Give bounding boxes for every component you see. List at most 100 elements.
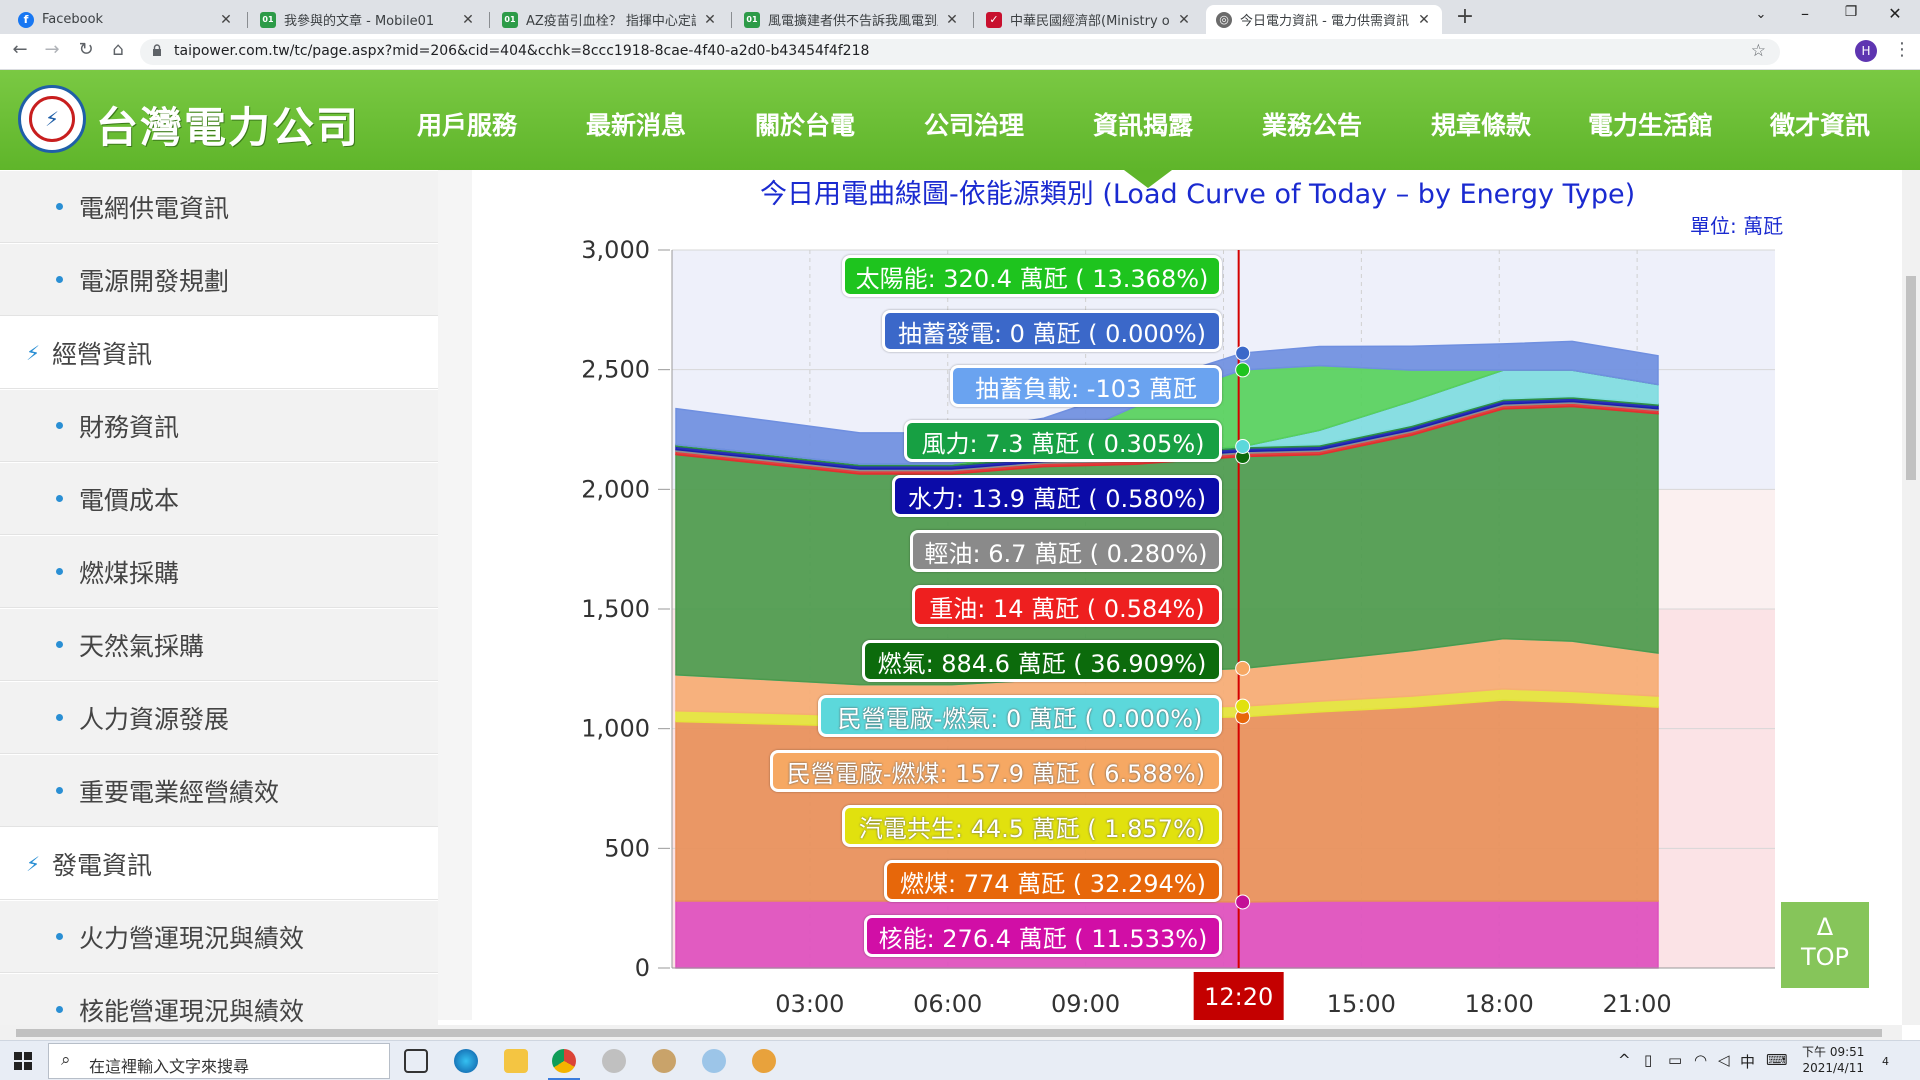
tooltip-label: 抽蓄負載: -103 萬瓩 [950,365,1222,407]
tab-mobile01-az[interactable]: 01 AZ疫苗引血栓？ 指揮中心定調 ✕ [492,5,728,34]
windows-taskbar: ⌕ 在這裡輸入文字來搜尋 ^ ▯ ▭ ◠ ◁ 中 ⌨ 下午 09:51 2021… [0,1040,1920,1080]
nav-customer-service[interactable]: 用戶服務 [417,111,518,140]
home-icon[interactable]: ⌂ [112,39,124,60]
url-omnibox[interactable]: taipower.com.tw/tc/page.aspx?mid=206&cid… [140,39,1780,65]
app-icon-3[interactable] [702,1049,726,1073]
scroll-thumb[interactable] [1906,276,1916,480]
horizontal-scrollbar[interactable] [0,1025,1902,1041]
nav-about[interactable]: 關於台電 [755,111,856,140]
back-to-top-button[interactable]: Δ TOP [1781,902,1869,988]
notification-icon[interactable]: 4 [1882,1051,1889,1069]
x-tick-label: 15:00 [1327,990,1396,1018]
search-icon: ⌕ [61,1050,71,1070]
bullet-icon [56,714,63,721]
sidebar-item[interactable]: 電源開發規劃 [0,244,438,316]
bookmark-star-icon[interactable]: ☆ [1750,41,1766,61]
new-tab-button[interactable]: + [1455,4,1475,29]
tab-search-icon[interactable]: ⌄ [1755,7,1767,22]
taskbar-search-input[interactable]: ⌕ 在這裡輸入文字來搜尋 [48,1043,390,1079]
nav-disclosure[interactable]: 資訊揭露 [1093,111,1194,140]
clock[interactable]: 下午 09:51 2021/4/11 [1802,1044,1864,1076]
tab-mobile01-wind[interactable]: 01 風電擴建者供不告訴我風電到底 ✕ [734,5,970,34]
sidebar-item[interactable]: 電價成本 [0,463,438,535]
app-icon-1[interactable] [602,1049,626,1073]
sidebar-item-label: 燃煤採購 [79,558,180,588]
minimize-button[interactable]: – [1801,4,1809,23]
active-menu-pointer [1124,170,1172,188]
close-icon[interactable]: ✕ [946,11,958,28]
nav-power-life[interactable]: 電力生活館 [1588,111,1714,140]
tray-app-icon[interactable]: ▯ [1644,1051,1653,1069]
sidebar-gutter [438,170,472,1020]
sidebar-section-header[interactable]: ⚡ 經營資訊 [0,317,438,389]
scroll-thumb[interactable] [16,1029,1882,1037]
tooltip-label: 民營電廠-燃煤: 157.9 萬瓩 ( 6.588%) [770,750,1222,792]
sidebar-item-label: 火力營運現況與績效 [79,923,305,953]
tray-overflow-icon[interactable]: ^ [1618,1051,1631,1069]
tooltip-label: 風力: 7.3 萬瓩 ( 0.305%) [904,420,1222,462]
search-placeholder: 在這裡輸入文字來搜尋 [89,1057,250,1076]
tooltip-label: 燃氣: 884.6 萬瓩 ( 36.909%) [862,640,1222,682]
load-curve-chart[interactable]: 0 500 1,000 1,500 2,000 2,500 3,000 03:00 06:00 0… [560,240,1790,1030]
volume-icon[interactable]: ◁ [1718,1051,1730,1069]
site-logo-text[interactable]: 台灣電力公司 [96,103,361,152]
tab-taipower-active[interactable]: ◎ 今日電力資訊 - 電力供需資訊 - 賀 ✕ [1206,5,1442,34]
wifi-icon[interactable]: ◠ [1694,1051,1708,1069]
forward-icon[interactable]: → [44,39,60,60]
sidebar-section-header[interactable]: ⚡ 發電資訊 [0,828,438,900]
sidebar-item[interactable]: 人力資源發展 [0,682,438,754]
menu-kebab-icon[interactable]: ⋮ [1893,39,1911,60]
ime-indicator[interactable]: 中 [1740,1053,1756,1071]
close-icon[interactable]: ✕ [220,11,232,28]
nav-announcements[interactable]: 業務公告 [1262,111,1363,140]
back-icon[interactable]: ← [12,39,28,60]
vertical-scrollbar[interactable] [1902,170,1920,1025]
sidebar-item[interactable]: 火力營運現況與績效 [0,901,438,973]
tab-mobile01-articles[interactable]: 01 我參與的文章 - Mobile01 ✕ [250,5,486,34]
y-tick-label: 3,000 [581,240,650,264]
chrome-icon[interactable] [552,1049,576,1073]
task-view-icon[interactable] [404,1049,428,1073]
edge-icon[interactable] [454,1049,478,1073]
taipower-favicon-icon: ◎ [1216,11,1232,28]
sidebar-item-label: 發電資訊 [52,850,153,880]
nav-careers[interactable]: 徵才資訊 [1770,111,1871,140]
sidebar-item[interactable]: 燃煤採購 [0,536,438,608]
mobile01-icon: 01 [260,11,276,28]
profile-avatar[interactable]: H [1855,40,1877,62]
keyboard-icon[interactable]: ⌨ [1766,1051,1788,1069]
nav-regulations[interactable]: 規章條款 [1431,111,1532,140]
blender-icon[interactable] [752,1049,776,1073]
window-close-button[interactable]: ✕ [1888,4,1902,23]
file-explorer-icon[interactable] [504,1049,528,1073]
sidebar-item[interactable]: 財務資訊 [0,390,438,462]
reload-icon[interactable]: ↻ [78,39,94,60]
tab-moea[interactable]: ✓ 中華民國經濟部(Ministry of Eco ✕ [976,5,1202,34]
close-icon[interactable]: ✕ [704,11,716,28]
x-tick-label: 03:00 [775,990,844,1018]
restore-button[interactable]: ❐ [1844,4,1858,20]
cursor-marker [1235,660,1251,676]
clock-date: 2021/4/11 [1802,1061,1864,1075]
sidebar-item[interactable]: 天然氣採購 [0,609,438,681]
address-bar: ← → ↻ ⌂ taipower.com.tw/tc/page.aspx?mid… [0,34,1920,70]
windows-start-icon[interactable] [14,1052,32,1070]
sidebar-item[interactable]: 重要電業經營績效 [0,755,438,827]
battery-icon[interactable]: ▭ [1668,1051,1683,1069]
y-tick-label: 2,500 [581,356,650,384]
site-header: ⚡ 台灣電力公司 用戶服務 最新消息 關於台電 公司治理 資訊揭露 業務公告 規… [0,70,1920,188]
close-icon[interactable]: ✕ [1178,11,1190,28]
top-label: TOP [1800,943,1850,971]
tab-facebook[interactable]: f Facebook ✕ [8,5,244,34]
bullet-icon [56,787,63,794]
close-icon[interactable]: ✕ [1418,11,1430,28]
app-icon-2[interactable] [652,1049,676,1073]
close-icon[interactable]: ✕ [462,11,474,28]
nav-governance[interactable]: 公司治理 [924,111,1025,140]
nav-latest-news[interactable]: 最新消息 [586,111,687,140]
sidebar-item[interactable]: 電網供電資訊 [0,171,438,243]
facebook-icon: f [18,11,34,28]
cursor-marker [1235,345,1251,361]
taipower-logo-icon[interactable]: ⚡ [18,85,86,153]
